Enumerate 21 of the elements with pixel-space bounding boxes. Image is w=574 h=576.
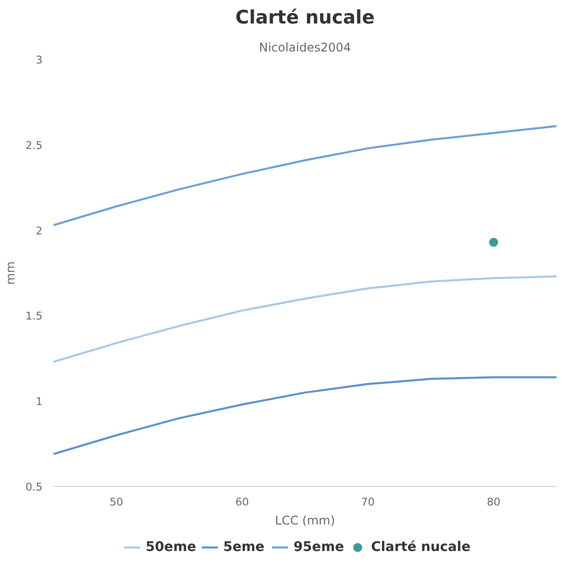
legend-label: 5eme [223, 540, 264, 555]
line-series [54, 376, 556, 456]
x-tick-label: 60 [235, 496, 250, 508]
x-tick-label: 80 [486, 496, 501, 508]
x-tick-label: 70 [361, 496, 375, 508]
chart-subtitle: Nicolaides2004 [258, 40, 352, 54]
y-tick-label: 2.5 [26, 138, 43, 152]
y-tick-label: 0.5 [26, 480, 43, 494]
y-tick-label: 1 [36, 395, 42, 408]
chart-title: Clarté nucale [235, 8, 375, 28]
line-series [54, 125, 556, 226]
legend-label: 95eme [293, 540, 344, 555]
x-axis-title: LCC (mm) [275, 514, 335, 528]
legend-label: 50eme [146, 540, 196, 555]
y-axis-title: mm [4, 261, 18, 285]
y-tick-label: 2 [36, 224, 42, 238]
legend-label: Clarté nucale [371, 540, 471, 555]
y-tick-label: 1.5 [26, 310, 43, 323]
y-tick-label: 3 [36, 54, 42, 66]
x-tick-label: 50 [110, 496, 124, 508]
line-series [54, 275, 556, 363]
